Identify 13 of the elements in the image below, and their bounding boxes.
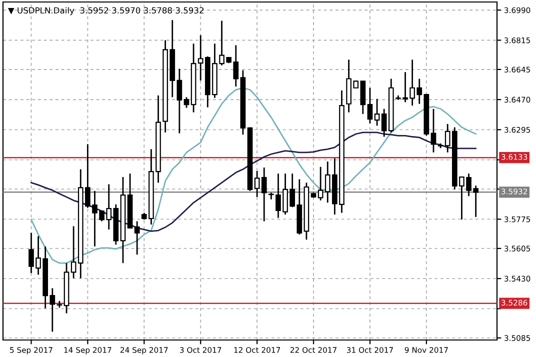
candlestick <box>261 166 267 222</box>
candlestick <box>367 87 373 124</box>
candlestick <box>184 96 190 109</box>
candlestick <box>70 226 76 279</box>
candlestick <box>176 68 182 134</box>
candlestick <box>374 98 380 126</box>
candlestick <box>430 108 436 154</box>
candlestick <box>254 170 260 198</box>
line-series <box>30 132 477 232</box>
candlestick <box>318 166 324 202</box>
line-series <box>30 87 477 264</box>
candlestick <box>134 220 140 256</box>
text: ▼ USDPLN.Daily 3.5952 3.5970 3.5788 3.5932 <box>8 7 204 16</box>
